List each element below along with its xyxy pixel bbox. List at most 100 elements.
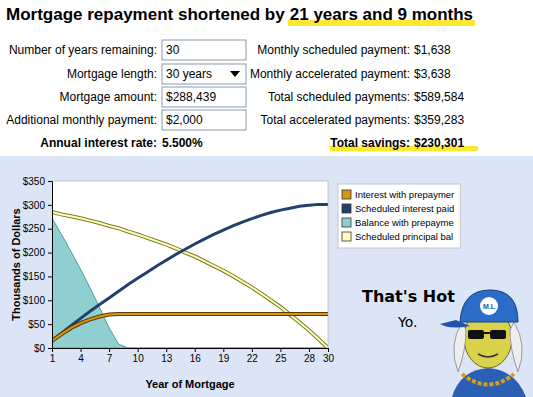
tick: 30 [323,348,335,364]
axis-line [48,182,53,349]
tick-mark [81,348,82,352]
form-label: Mortgage length: [67,67,157,81]
page: Mortgage repayment shortened by 21 years … [0,0,533,397]
tick: 4 [78,348,84,364]
legend-box [338,184,460,248]
legend-label: Interest with prepaymer [355,189,454,200]
tick-label: 10 [133,353,145,364]
tick: $150 [23,271,52,282]
y-axis: $0 $50 $100 $150 $200 $250 $300 $350 [23,176,53,354]
summary-label: Total accelerated payments: [261,113,410,127]
summary-value: $1,638 [414,43,451,57]
cap-badge-text: M.L [483,303,496,310]
axis-line [53,349,329,353]
tick-label: 13 [161,353,173,364]
summary-value: $3,638 [414,67,451,81]
legend-swatch [342,204,351,213]
line [52,212,328,348]
tick-label: 19 [218,353,230,364]
tick: 19 [218,348,230,364]
summary-value: $359,283 [414,113,464,127]
form-value: $288,439 [166,90,216,104]
x-axis: 1 4 7 10 13 16 19 22 25 28 30 [50,348,335,364]
tick-mark [138,348,139,352]
tick: $0 [34,343,52,354]
legend-swatch [342,232,351,241]
cap-brim [440,320,470,328]
tick-label: $200 [23,247,46,258]
hair [454,322,522,372]
legend-label: Scheduled principal bal [355,231,453,242]
tick-mark [48,324,52,325]
tick-label: 22 [247,353,259,364]
sunglasses-bridge [484,332,490,334]
tick-mark [109,348,110,352]
form-select [162,64,246,84]
tick-label: 16 [190,353,202,364]
legend-label: Balance with prepayme [355,217,454,228]
sunglasses [490,330,506,339]
tick-mark [195,348,196,352]
form-value: 30 years [166,67,212,81]
tick-label: 25 [275,353,287,364]
tick-label: $50 [28,319,45,330]
cap [460,290,518,322]
chart-panel [0,156,533,397]
form-label: Additional monthly payment: [6,113,157,127]
y-axis-title: Thousands of Dollars [10,208,22,320]
form-value: $2,000 [166,113,203,127]
tick-mark [48,205,52,206]
tick-mark [48,300,52,301]
area [52,218,328,348]
tick: $250 [23,223,52,234]
tick: $200 [23,247,52,258]
summary-value: $230,301 [414,136,464,150]
tick: $100 [23,295,52,306]
cartoon: That's HotYo.M.L [362,287,526,397]
header-text: Mortgage repayment shortened by [6,5,285,24]
tick-mark [223,348,224,352]
cartoon-text: That's Hot [362,287,455,306]
tick: 10 [133,348,145,364]
tick-label: 30 [323,353,335,364]
form-input [162,87,246,107]
plot-area [52,181,328,348]
plot-frame [52,181,328,348]
line-outline [52,314,328,341]
highlights [288,20,478,151]
form-label: Annual interest rate: [40,136,157,150]
tick-mark [280,348,281,352]
sunglasses [468,330,484,339]
tick: 13 [161,348,173,364]
tick: 25 [275,348,287,364]
x-axis-title: Year of Mortgage [145,378,234,390]
tick-mark [48,253,52,254]
tick-mark [48,181,52,182]
tick: $350 [23,176,52,187]
tick-label: 4 [78,353,84,364]
tick-mark [328,348,329,352]
tick-label: $100 [23,295,46,306]
tick-mark [52,348,53,352]
form-input [162,110,246,130]
tick: 7 [107,348,113,364]
form-label: Mortgage amount: [60,90,157,104]
tick-label: 7 [107,353,113,364]
tick-mark [48,229,52,230]
tick-label: 1 [50,353,56,364]
tick-mark [252,348,253,352]
tick-mark [48,348,52,349]
tick-label: $300 [23,200,46,211]
tick: 28 [304,348,316,364]
tick-mark [309,348,310,352]
plot-marks [52,204,328,348]
form-value: 30 [166,43,180,57]
chain [462,374,514,385]
legend-swatch [342,190,351,199]
tick: $50 [28,319,52,330]
form-value: 5.500% [162,136,203,150]
summary-value: $589,584 [414,90,464,104]
line-outline [52,212,328,348]
legend-label: Scheduled interest paid [355,203,454,214]
header-highlight: 21 years and 9 months [290,5,473,24]
